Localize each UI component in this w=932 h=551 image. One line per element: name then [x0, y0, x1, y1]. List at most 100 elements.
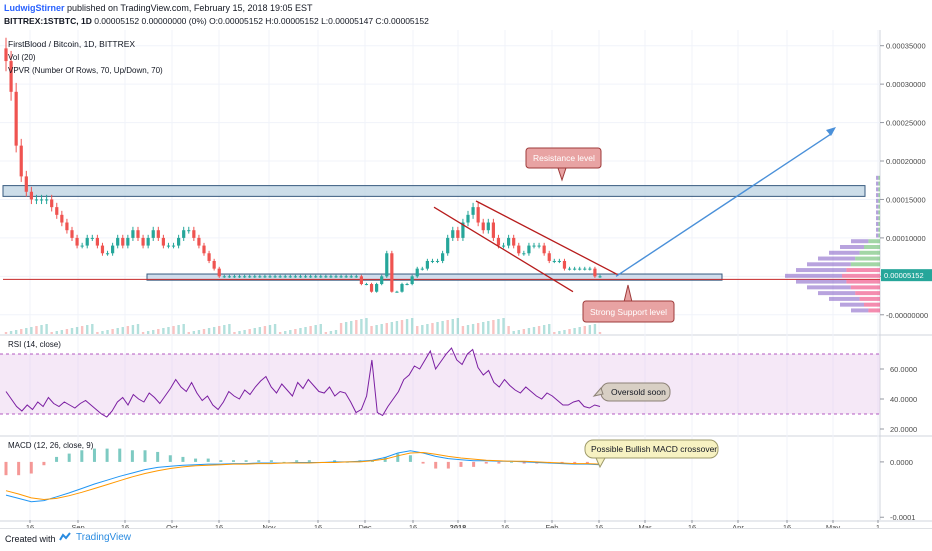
time-tick-label: Oct [166, 523, 179, 528]
candle-body [278, 276, 282, 278]
volume-bar [512, 331, 515, 334]
candle-body [466, 214, 470, 223]
candle-body [202, 245, 206, 254]
volume-bar [558, 331, 561, 334]
volume-bar [593, 324, 597, 334]
macd-histogram-bar [282, 461, 286, 463]
volume-bar [324, 332, 328, 334]
volume-legend: Vol (20) [8, 53, 36, 62]
candle-body [248, 276, 252, 278]
volume-bar [573, 328, 576, 334]
volume-bar [278, 332, 282, 334]
candle-body [136, 230, 140, 238]
vpvr-bar-up [840, 245, 864, 250]
volume-bar [4, 332, 8, 334]
volume-bar [284, 331, 287, 334]
volume-bar [187, 332, 190, 334]
rsi-tick-label: 60.0000 [890, 365, 917, 374]
vpvr-bar-down [878, 216, 880, 221]
volume-bar [20, 329, 23, 334]
macd-tick-label: 0.0000 [890, 458, 913, 467]
volume-bar [50, 332, 53, 334]
vpvr-bar-up [876, 204, 879, 209]
candle-body [182, 230, 186, 238]
volume-bar [319, 324, 322, 334]
volume-bar [116, 328, 119, 334]
volume-bar [497, 319, 500, 334]
vpvr-bar-down [864, 245, 880, 250]
candle-body [588, 268, 592, 270]
candle-body [227, 276, 231, 278]
candle-body [222, 276, 226, 278]
volume-bar [157, 329, 160, 334]
volume-bar [400, 320, 404, 334]
macd-histogram-bar [168, 455, 172, 462]
candle-body [9, 61, 13, 92]
candle-body [4, 48, 8, 62]
candle-body [476, 207, 480, 223]
vpvr-bar-up [851, 239, 869, 244]
vpvr-bar-up [876, 193, 879, 198]
volume-bar [436, 322, 439, 334]
candle-body [395, 291, 399, 293]
candle-body [151, 230, 155, 238]
volume-bar [441, 321, 444, 334]
publish-info: published on TradingView.com, February 1… [67, 3, 313, 13]
tradingview-logo[interactable]: TradingView [57, 531, 131, 543]
created-with-label: Created with [5, 534, 56, 544]
time-tick-label: Nov [262, 523, 276, 528]
resistance-zone [2, 185, 866, 197]
volume-bar [410, 318, 414, 334]
vpvr-bar-down [878, 181, 880, 186]
vpvr-bar-up [818, 256, 856, 261]
volume-bar [80, 326, 84, 334]
author-link[interactable]: LudwigStirner [4, 3, 65, 13]
chart-area[interactable]: 0.00035000 0.00030000 0.00025000 0.00020000… [0, 30, 932, 528]
candle-body [562, 260, 567, 269]
volume-bar [299, 328, 302, 334]
vpvr-bar-up [876, 221, 879, 226]
candle-body [263, 276, 267, 278]
candle-body [243, 276, 247, 278]
vpvr-bar-down [850, 285, 880, 290]
volume-bar [192, 331, 196, 334]
vpvr-bar-down [878, 227, 880, 232]
time-tick-label: Apr [732, 523, 744, 528]
volume-bar [563, 330, 566, 334]
volume-bar [502, 318, 505, 334]
candle-body [50, 199, 54, 208]
macd-histogram-bar [130, 450, 134, 462]
candle-body [461, 222, 465, 238]
vpvr-bar-up [807, 262, 851, 267]
candle-body [583, 268, 587, 270]
volume-bar [172, 326, 175, 334]
macd-histogram-bar [194, 458, 198, 462]
symbol-label: BITTREX:1STBTC, 1D [4, 16, 92, 26]
volume-bar [75, 327, 79, 334]
volume-bar [578, 327, 581, 334]
volume-bar [233, 332, 236, 334]
resistance-callout-label: Resistance level [533, 153, 595, 163]
macd-histogram-bar [92, 448, 96, 462]
time-tick-label: 16 [215, 523, 223, 528]
volume-bar [268, 325, 272, 334]
volume-bar [537, 326, 541, 334]
candle-body [34, 199, 39, 201]
macd-callout-pointer [595, 457, 606, 469]
vpvr-bar-down [878, 175, 880, 180]
candle-body [111, 245, 115, 254]
volume-bar [492, 320, 495, 334]
volume-bar [238, 331, 241, 334]
rsi-band-fill [0, 354, 880, 414]
candle-body [567, 268, 572, 270]
volume-bar [360, 319, 363, 334]
time-tick-label: 16 [409, 523, 417, 528]
candle-body [177, 237, 181, 246]
candle-body [578, 268, 582, 270]
vpvr-bar-down [859, 250, 880, 255]
volume-bar [91, 324, 94, 334]
candle-body [517, 245, 521, 254]
macd-histogram-bar [295, 460, 299, 462]
time-tick-label: 16 [26, 523, 34, 528]
candle-body [405, 284, 409, 286]
